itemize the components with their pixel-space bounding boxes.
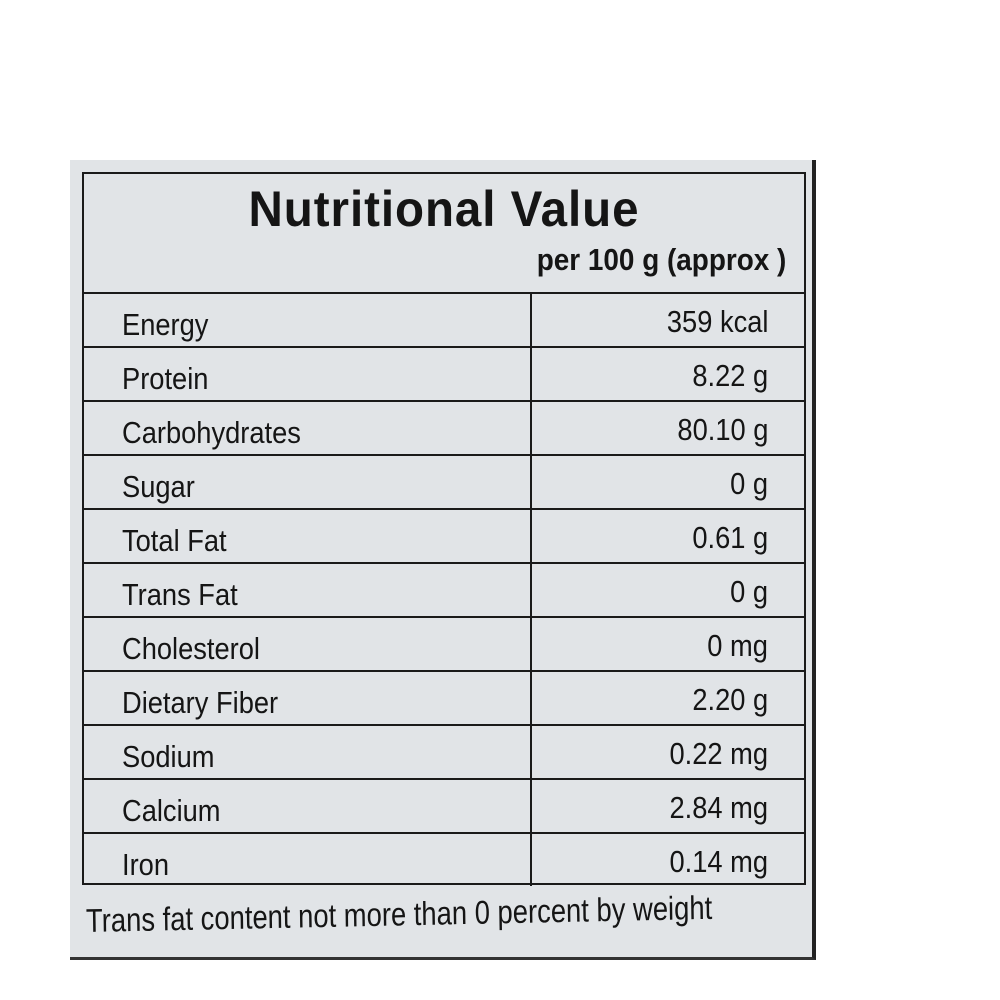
nutrient-value: 0 g xyxy=(532,456,804,508)
table-row: Trans Fat 0 g xyxy=(84,562,804,616)
nutrient-value: 359 kcal xyxy=(532,294,804,346)
nutrient-name: Iron xyxy=(84,834,532,886)
nutrient-value-text: 8.22 g xyxy=(692,358,768,393)
nutrient-value: 0.61 g xyxy=(532,510,804,562)
label-title: Nutritional Value xyxy=(248,181,640,237)
nutrient-value: 80.10 g xyxy=(532,402,804,454)
nutrient-name-text: Protein xyxy=(122,361,209,396)
table-row: Total Fat 0.61 g xyxy=(84,508,804,562)
nutrient-value: 0.14 mg xyxy=(532,834,804,886)
nutrition-label: Nutritional Value per 100 g (approx ) En… xyxy=(70,160,816,960)
nutrient-value-text: 0 mg xyxy=(707,628,768,663)
nutrient-name: Carbohydrates xyxy=(84,402,532,454)
nutrient-value: 2.84 mg xyxy=(532,780,804,832)
nutrient-name-text: Energy xyxy=(122,307,209,342)
table-row: Calcium 2.84 mg xyxy=(84,778,804,832)
footnote: Trans fat content not more than 0 percen… xyxy=(85,888,713,939)
nutrient-value: 0 mg xyxy=(532,618,804,670)
nutrient-name-text: Dietary Fiber xyxy=(122,685,279,720)
nutrient-value: 0 g xyxy=(532,564,804,616)
nutrient-value-text: 2.84 mg xyxy=(669,790,768,825)
nutrient-name-text: Carbohydrates xyxy=(122,415,301,450)
nutrient-name-text: Sodium xyxy=(122,739,215,774)
table-row: Carbohydrates 80.10 g xyxy=(84,400,804,454)
nutrient-name-text: Iron xyxy=(122,847,170,882)
nutrient-value-text: 0.61 g xyxy=(692,520,768,555)
nutrient-value: 8.22 g xyxy=(532,348,804,400)
table-row: Protein 8.22 g xyxy=(84,346,804,400)
table-row: Iron 0.14 mg xyxy=(84,832,804,886)
table-row: Cholesterol 0 mg xyxy=(84,616,804,670)
nutrient-name: Cholesterol xyxy=(84,618,532,670)
nutrient-name: Calcium xyxy=(84,780,532,832)
serving-basis: per 100 g (approx ) xyxy=(536,242,786,277)
nutrient-name-text: Sugar xyxy=(122,469,195,504)
nutrient-value-text: 2.20 g xyxy=(692,682,768,717)
nutrient-name: Dietary Fiber xyxy=(84,672,532,724)
nutrient-name: Energy xyxy=(84,294,532,346)
nutrient-value-text: 80.10 g xyxy=(676,412,768,447)
table-row: Dietary Fiber 2.20 g xyxy=(84,670,804,724)
nutrient-name: Protein xyxy=(84,348,532,400)
table-row: Energy 359 kcal xyxy=(84,292,804,346)
nutrient-value: 0.22 mg xyxy=(532,726,804,778)
nutrient-value-text: 359 kcal xyxy=(666,304,768,339)
nutrient-name-text: Total Fat xyxy=(122,523,227,558)
nutrition-table: Nutritional Value per 100 g (approx ) En… xyxy=(82,172,806,886)
nutrient-name: Sugar xyxy=(84,456,532,508)
nutrient-name: Sodium xyxy=(84,726,532,778)
nutrient-name: Total Fat xyxy=(84,510,532,562)
nutrient-name-text: Cholesterol xyxy=(122,631,260,666)
nutrient-value-text: 0 g xyxy=(730,574,768,609)
table-row: Sugar 0 g xyxy=(84,454,804,508)
table-row: Sodium 0.22 mg xyxy=(84,724,804,778)
nutrient-value-text: 0 g xyxy=(730,466,768,501)
nutrient-name: Trans Fat xyxy=(84,564,532,616)
nutrient-name-text: Calcium xyxy=(122,793,221,828)
nutrient-rows: Energy 359 kcal Protein 8.22 g Carbohydrates… xyxy=(84,292,804,886)
nutrient-value: 2.20 g xyxy=(532,672,804,724)
nutrient-value-text: 0.22 mg xyxy=(669,736,768,771)
nutrient-name-text: Trans Fat xyxy=(122,577,238,612)
nutrient-value-text: 0.14 mg xyxy=(669,844,768,879)
